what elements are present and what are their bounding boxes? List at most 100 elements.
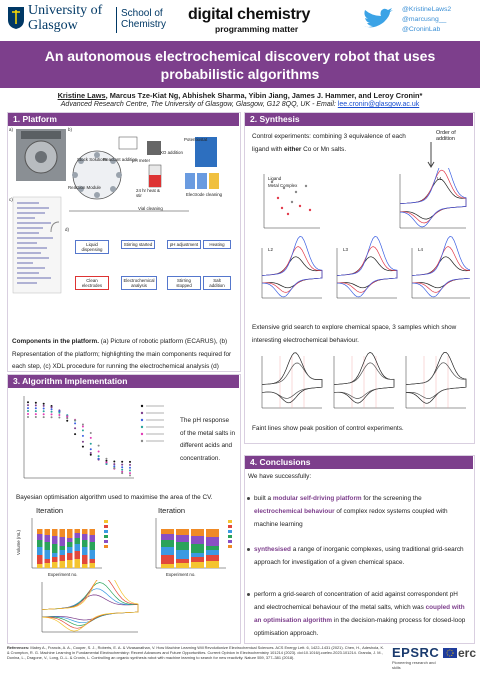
scatter-point <box>89 432 92 434</box>
platform-figure <box>12 129 219 294</box>
scatter-point <box>89 452 92 454</box>
stack-segment <box>206 555 219 561</box>
legend-dot <box>140 439 144 443</box>
scatter-point <box>81 440 84 443</box>
text: either <box>283 145 302 153</box>
stack-segment <box>59 550 65 555</box>
scatter-point <box>27 407 29 410</box>
legend-entry: Ligand <box>268 176 282 181</box>
scatter-point <box>97 457 100 460</box>
legend-swatch <box>104 545 108 548</box>
stack-segment <box>74 529 80 533</box>
axes <box>41 582 138 633</box>
section-heading: 1. Platform <box>8 113 239 126</box>
panel-label: a) <box>9 127 13 132</box>
stack-segment <box>89 529 95 535</box>
plot <box>23 396 164 479</box>
plot <box>41 569 139 633</box>
legend-dot <box>140 404 144 408</box>
scatter-point <box>105 459 108 462</box>
scatter-point <box>121 466 124 469</box>
axes <box>261 248 322 299</box>
stack-segment <box>44 563 50 568</box>
stack-segment <box>191 553 204 557</box>
flow-step: Heating <box>203 240 231 249</box>
scatter-point <box>282 186 286 190</box>
plot <box>261 351 467 409</box>
stack-segment <box>37 534 43 540</box>
stack-segment <box>59 555 65 561</box>
grid-text: Extensive grid search to explore chemica… <box>252 324 457 344</box>
scatter-point <box>294 190 298 194</box>
schematic-label: XO addition <box>160 150 183 155</box>
scatter-point <box>42 404 45 407</box>
handle[interactable]: @marcusng__ <box>402 16 447 23</box>
scatter-point <box>50 410 53 413</box>
flow-step: Liquid dispensing <box>75 240 109 254</box>
scatter-point <box>129 474 131 477</box>
schematic-label: Vial cleaning <box>138 206 163 211</box>
scatter-point <box>66 417 69 420</box>
cv-curve <box>261 235 323 298</box>
scatter-point <box>66 415 69 418</box>
scatter-point <box>298 204 302 208</box>
text: perform a grid-search of concentration o… <box>254 591 458 611</box>
email[interactable]: lee.cronin@glasgow.ac.uk <box>337 101 420 108</box>
stack-segment <box>59 546 65 550</box>
x-axis-label: Experiment no. <box>166 572 196 577</box>
schematic-label: Stock Solutions <box>77 157 108 162</box>
stack-segment <box>176 542 189 550</box>
scatter-point <box>34 401 37 404</box>
plot-title: L3 <box>343 247 348 252</box>
scatter-point <box>89 448 92 451</box>
stack-segment <box>161 555 174 564</box>
scatter-point <box>129 469 131 472</box>
scatter-point <box>97 444 100 447</box>
stack-segment <box>44 535 50 542</box>
bullet: perform a grid-search of concentration o… <box>247 588 466 640</box>
stack-segment <box>59 537 65 546</box>
scatter-point <box>81 429 84 432</box>
cv-curve <box>261 362 323 399</box>
stack-segment <box>82 564 88 568</box>
stack-segment <box>44 542 50 550</box>
stack-segment <box>52 553 58 557</box>
scatter-point <box>27 404 29 407</box>
scatter-point <box>58 414 61 416</box>
handle[interactable]: @CroninLab <box>402 26 441 33</box>
cv-curve <box>405 362 467 399</box>
stack-segment <box>161 529 174 534</box>
stack-segment <box>176 559 189 563</box>
text: for the screening the <box>361 495 422 502</box>
scatter-point <box>105 461 108 464</box>
scatter-point <box>42 410 45 413</box>
faint-text: Faint lines show peak position of contro… <box>252 425 404 432</box>
stack-segment <box>67 553 73 560</box>
bayes-text: Bayesian optimisation algorithm used to … <box>16 494 213 501</box>
scatter-point <box>129 472 131 475</box>
legend-swatch <box>104 520 108 523</box>
scatter-point <box>121 472 124 475</box>
scatter-point <box>105 463 108 465</box>
axes <box>263 174 320 229</box>
scatter-point <box>58 416 61 419</box>
scatter-point <box>89 436 92 439</box>
affiliation: Advanced Research Centre, The University… <box>60 101 338 108</box>
schematic-label: Reaction Module <box>68 185 101 190</box>
scatter-point <box>276 196 280 200</box>
order-label: Order of addition <box>436 130 456 142</box>
scatter-point <box>280 206 284 210</box>
schematic-label: pH meter <box>132 158 151 163</box>
eu-flag <box>443 648 457 658</box>
scatter-point <box>58 411 61 414</box>
stack-segment <box>176 535 189 542</box>
scatter-point <box>74 419 77 422</box>
section-heading: 2. Synthesis <box>245 113 473 126</box>
scatter-point <box>42 413 45 416</box>
scatter-point <box>121 468 124 471</box>
crest <box>8 7 24 29</box>
stack-segment <box>191 544 204 553</box>
scatter-point <box>113 467 116 470</box>
handle[interactable]: @KristineLaws2 <box>402 6 452 13</box>
axes <box>333 356 394 409</box>
